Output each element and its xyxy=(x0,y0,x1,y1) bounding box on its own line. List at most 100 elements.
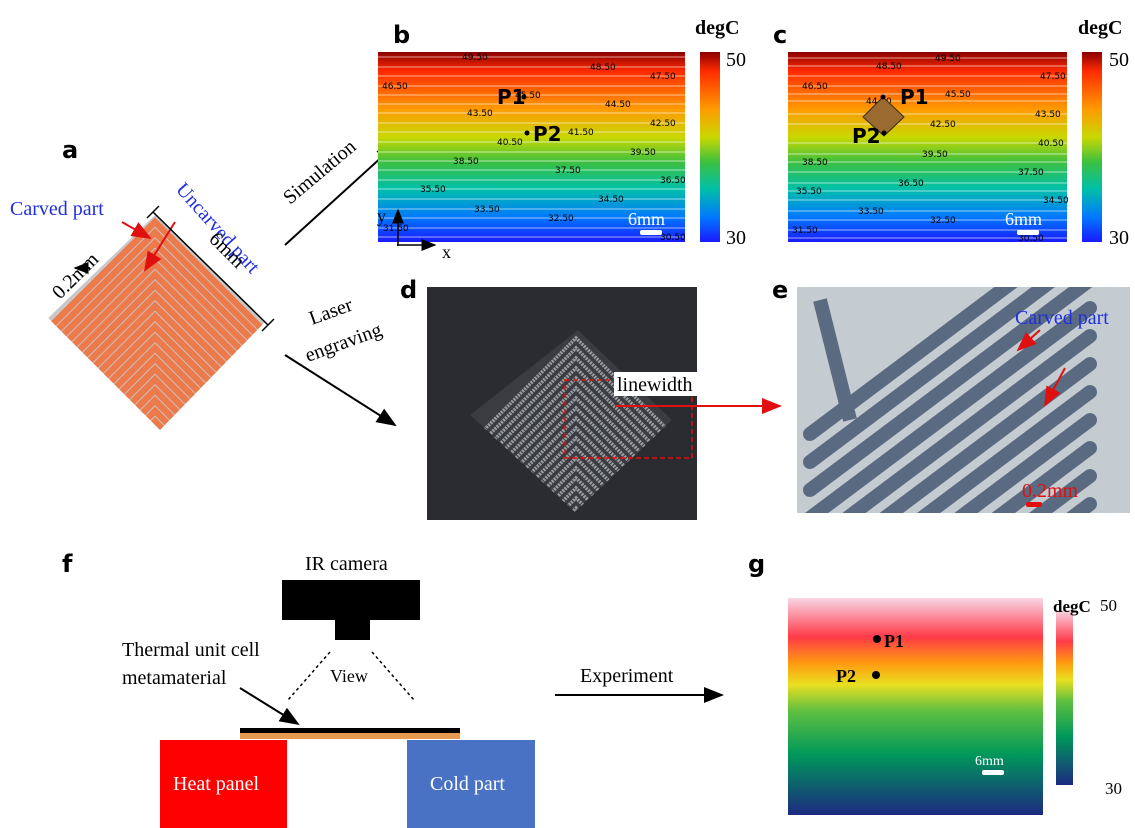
contour-label: 31.50 xyxy=(383,224,409,234)
colorbar-label: 50 xyxy=(1109,49,1129,71)
point-label: P1 xyxy=(900,85,929,109)
contour-label: 35.50 xyxy=(420,185,446,195)
probe-point xyxy=(882,131,887,136)
scale-label: 6mm xyxy=(1005,209,1042,229)
sample xyxy=(240,733,460,739)
contour-label: 48.50 xyxy=(876,62,902,72)
arrow-label: Simulation xyxy=(279,136,360,209)
contour-label: 37.50 xyxy=(1018,168,1044,178)
panel-label: c xyxy=(773,21,787,49)
contour-label: 39.50 xyxy=(922,150,948,160)
axis-label: x xyxy=(442,242,451,262)
stripe xyxy=(25,422,285,552)
stripe xyxy=(25,432,285,562)
label: Heat panel xyxy=(173,773,260,795)
contour-label: 44.50 xyxy=(605,100,631,110)
label: Cold part xyxy=(430,773,505,795)
arrow-label: Experiment xyxy=(580,665,674,687)
panel-label: g xyxy=(748,550,765,578)
arrow xyxy=(240,688,298,724)
contour-label: 46.50 xyxy=(802,82,828,92)
colorbar-label: 50 xyxy=(726,49,746,71)
point-label: P1 xyxy=(497,85,526,109)
colorbar-label: 30 xyxy=(726,227,746,249)
contour-label: 41.50 xyxy=(568,128,594,138)
contour-label: 33.50 xyxy=(474,205,500,215)
scale-bar xyxy=(1017,230,1039,235)
contour-label: 35.50 xyxy=(796,187,822,197)
contour-label: 47.50 xyxy=(650,72,676,82)
thermal-image xyxy=(788,598,1043,815)
label: metamaterial xyxy=(122,667,227,689)
contour-label: 34.50 xyxy=(598,195,624,205)
scale-label: 0.2mm xyxy=(1022,480,1079,502)
point-label: P2 xyxy=(852,124,881,148)
point-label: P2 xyxy=(836,666,856,686)
contour-label: 48.50 xyxy=(590,63,616,73)
probe-point xyxy=(525,131,530,136)
contour-label: 39.50 xyxy=(630,148,656,158)
contour-label: 47.50 xyxy=(1040,72,1066,82)
sample xyxy=(240,728,460,733)
arrow-label: Laser xyxy=(306,294,356,330)
contour-label: 46.50 xyxy=(382,82,408,92)
contour-label: 37.50 xyxy=(555,166,581,176)
label: View xyxy=(330,666,368,686)
panel-label: d xyxy=(400,276,417,304)
figure: a Carved part Uncarved part 0.2mm 6mm Si… xyxy=(0,0,1135,828)
contour-label: 40.50 xyxy=(1038,139,1064,149)
view-line xyxy=(288,652,330,700)
contour-label: 32.50 xyxy=(548,214,574,224)
colorbar xyxy=(1082,52,1102,242)
panel-label: b xyxy=(393,21,410,49)
contour-label: 32.50 xyxy=(930,216,956,226)
contour-label: 49.50 xyxy=(935,54,961,64)
colorbar-unit: degC xyxy=(695,17,739,39)
annotation: Carved part xyxy=(10,198,104,220)
scale-bar xyxy=(640,230,662,235)
axis-label: y xyxy=(377,206,386,226)
colorbar-unit: degC xyxy=(1078,17,1122,39)
probe-point xyxy=(873,635,881,643)
label: Thermal unit cell xyxy=(122,639,260,661)
point-label: P2 xyxy=(533,122,562,146)
contour-label: 34.50 xyxy=(1043,196,1069,206)
contour-label: 42.50 xyxy=(930,120,956,130)
probe-point xyxy=(881,95,886,100)
arrow-label: linewidth xyxy=(617,374,693,396)
point-label: P1 xyxy=(884,631,904,651)
contour-label: 38.50 xyxy=(802,158,828,168)
colorbar-label: 50 xyxy=(1100,596,1117,615)
colorbar-unit: degC xyxy=(1053,597,1091,616)
colorbar-label: 30 xyxy=(1105,779,1122,798)
view-line xyxy=(372,652,414,700)
contour-label: 38.50 xyxy=(453,157,479,167)
contour-label: 30.50 xyxy=(1018,234,1044,244)
scale-label: 6mm xyxy=(975,754,1004,769)
colorbar-label: 30 xyxy=(1109,227,1129,249)
panel-label: a xyxy=(62,136,78,164)
contour-label: 33.50 xyxy=(858,207,884,217)
camera-body xyxy=(282,580,420,620)
colorbar xyxy=(700,52,720,242)
contour-label: 43.50 xyxy=(1035,110,1061,120)
contour-label: 31.50 xyxy=(792,226,818,236)
panel-label: f xyxy=(62,550,73,578)
contour-label: 36.50 xyxy=(898,179,924,189)
contour-label: 43.50 xyxy=(467,109,493,119)
colorbar xyxy=(1056,610,1073,785)
panel-label: e xyxy=(772,276,788,304)
stripe xyxy=(25,411,285,541)
stripe xyxy=(446,508,706,638)
contour-label: 40.50 xyxy=(497,138,523,148)
contour-label: 30.50 xyxy=(660,233,686,243)
contour-label: 49.50 xyxy=(462,53,488,63)
scale-label: 6mm xyxy=(628,209,665,229)
contour-label: 36.50 xyxy=(660,176,686,186)
camera-lens xyxy=(335,619,370,640)
label: IR camera xyxy=(305,553,388,575)
annotation: Carved part xyxy=(1015,307,1109,329)
scale-bar xyxy=(982,770,1004,775)
contour-label: 42.50 xyxy=(650,119,676,129)
arrow xyxy=(285,355,395,425)
